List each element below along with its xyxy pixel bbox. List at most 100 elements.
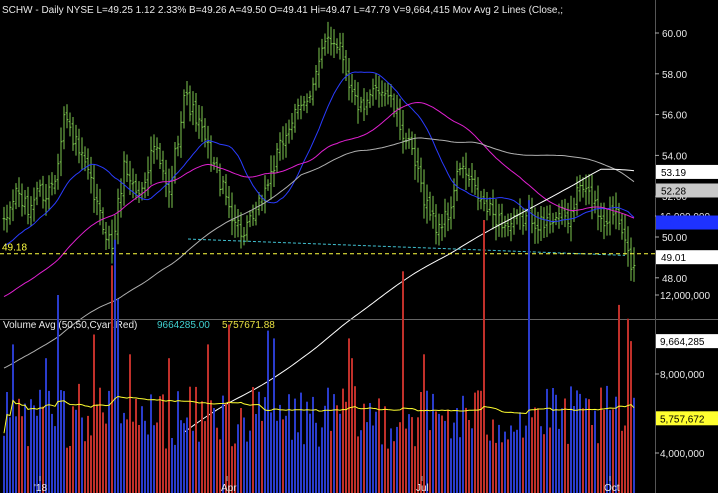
volume-bar [195, 386, 197, 493]
price-bar [482, 188, 486, 212]
volume-bar [462, 395, 464, 493]
volume-bar [96, 404, 98, 493]
volume-bar [159, 396, 161, 493]
price-bar [284, 123, 288, 158]
volume-bar [84, 441, 86, 493]
volume-bar [36, 415, 38, 493]
price-bar [377, 76, 381, 108]
price-bar [38, 179, 42, 197]
volume-bar [81, 417, 83, 493]
price-bar [551, 212, 555, 233]
volume-bar [6, 392, 8, 493]
price-bar [500, 203, 504, 238]
price-bar [299, 95, 303, 120]
volume-header-label: Volume Avg (50,50,Cyan,Red) [3, 320, 137, 331]
volume-bar [498, 424, 500, 493]
volume-bar [543, 434, 545, 493]
volume-bar [153, 425, 155, 493]
price-bar [446, 202, 450, 232]
volume-bar [321, 427, 323, 493]
price-bar [413, 133, 417, 180]
volume-bar [192, 430, 194, 493]
volume-bar [108, 390, 110, 493]
volume-bar [459, 437, 461, 493]
price-bar [20, 183, 24, 217]
volume-bar [201, 401, 203, 493]
volume-bar [216, 427, 218, 493]
price-bar [422, 169, 426, 219]
price-bar [119, 178, 123, 218]
volume-bar [27, 446, 29, 493]
price-bar [605, 209, 609, 236]
price-bar [242, 227, 246, 246]
volume-bar [480, 390, 482, 493]
volume-bar [243, 417, 245, 493]
volume-bar [165, 448, 167, 493]
price-bar [386, 82, 390, 105]
price-bar [110, 219, 114, 264]
price-bar [350, 74, 354, 103]
price-bar [152, 134, 156, 164]
price-bar [323, 33, 327, 56]
price-bar [458, 162, 462, 176]
volume-bar [501, 442, 503, 493]
volume-bar [585, 398, 587, 493]
volume-bar [354, 386, 356, 493]
volume-bar [630, 341, 632, 493]
volume-bar [21, 416, 23, 493]
volume-bar [519, 412, 521, 493]
price-bar [131, 168, 135, 199]
price-bar [428, 191, 432, 221]
volume-bar [609, 410, 611, 493]
price-bar [59, 127, 63, 177]
ma-line-white [183, 168, 635, 433]
volume-bar [402, 271, 404, 493]
price-bar [509, 212, 513, 242]
price-bar [41, 175, 45, 209]
ma-line-magenta [3, 101, 635, 298]
price-bar [143, 172, 147, 199]
price-bar [161, 150, 165, 181]
volume-bar [384, 406, 386, 493]
price-bar [434, 204, 438, 245]
volume-label-text: 9,664,285 [660, 337, 705, 348]
trend-line [187, 238, 626, 256]
price-bar [11, 189, 15, 222]
price-bar [491, 189, 495, 230]
price-bar [545, 205, 549, 238]
volume-bar [69, 446, 71, 493]
volume-bar [414, 446, 416, 493]
price-bar [314, 65, 318, 91]
price-bar [257, 192, 261, 216]
volume-bar [483, 220, 485, 493]
volume-bar [3, 435, 5, 493]
price-bar [332, 29, 336, 58]
volume-bar [90, 435, 92, 493]
volume-bar [261, 420, 263, 493]
price-bar [488, 197, 492, 216]
price-bar [188, 85, 192, 122]
volume-bar [453, 422, 455, 493]
volume-bar [318, 446, 320, 493]
price-bar [212, 156, 216, 170]
volume-bar [591, 425, 593, 493]
date-axis: '18 Apr Jul Oct [34, 476, 620, 493]
volume-bar [405, 428, 407, 493]
date-tick-label: '18 [34, 483, 47, 493]
price-bar [620, 213, 624, 240]
price-bar [137, 181, 141, 203]
price-bar [479, 190, 483, 210]
volume-bar [162, 394, 164, 493]
price-bar [86, 148, 90, 180]
date-tick-label: Jul [416, 483, 429, 493]
price-bar [533, 207, 537, 244]
volume-bar [342, 388, 344, 493]
volume-bar [417, 417, 419, 493]
price-bar [347, 57, 351, 101]
price-bar [179, 111, 183, 158]
volume-bar [204, 421, 206, 493]
price-label-text: 53.19 [661, 168, 686, 179]
price-bar [236, 209, 240, 238]
price-bar [269, 155, 273, 200]
